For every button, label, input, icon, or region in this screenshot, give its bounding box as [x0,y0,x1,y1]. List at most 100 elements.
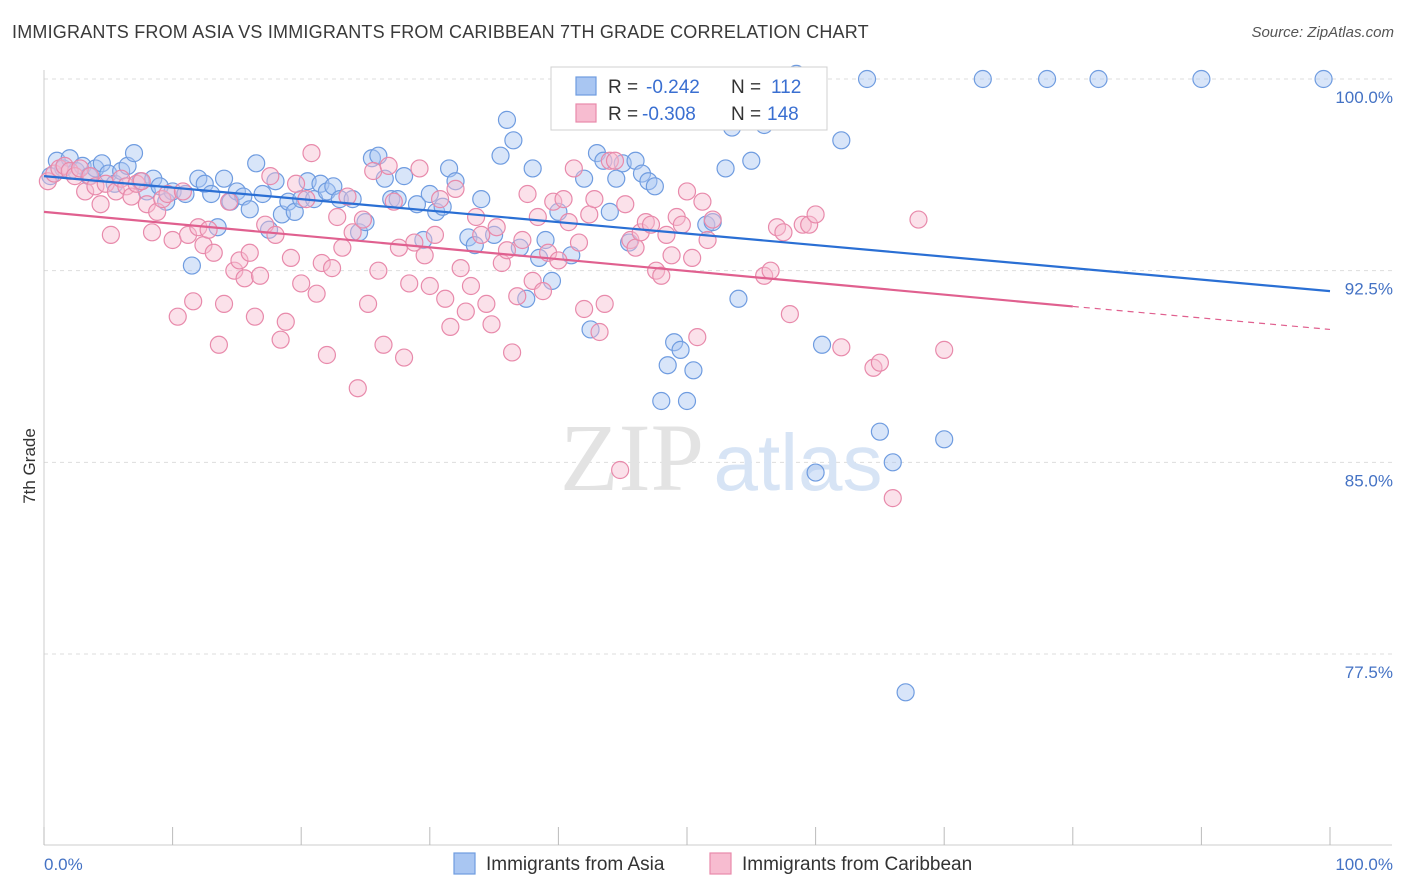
data-point-caribbean [101,225,120,244]
data-point-asia [806,463,825,482]
data-point-caribbean [580,205,599,224]
data-point-caribbean [626,238,645,257]
axes [43,70,1392,846]
data-point-caribbean [528,207,547,227]
data-point-caribbean [518,184,537,204]
data-point-caribbean [487,218,506,237]
data-point-caribbean [870,353,890,372]
data-point-asia [671,340,690,359]
data-point-caribbean [652,266,671,285]
data-point-asia [677,391,697,411]
data-point-caribbean [672,215,691,234]
data-point-asia [896,683,915,702]
data-point-caribbean [317,345,337,365]
legend-r-label-caribbean: R = [608,104,638,125]
data-point-caribbean [503,343,522,362]
x-tick-label: 0.0% [44,855,83,874]
data-point-caribbean [508,287,527,306]
data-point-caribbean [333,238,352,257]
data-point-asia [240,200,259,219]
series-asia-points [41,64,1333,702]
data-point-asia [497,110,517,129]
data-point-caribbean [369,261,388,280]
data-point-asia [542,271,562,290]
data-point-caribbean [657,225,676,244]
data-point-caribbean [266,225,285,244]
chart-title: IMMIGRANTS FROM ASIA VS IMMIGRANTS FROM … [12,22,869,42]
data-point-caribbean [703,210,722,229]
data-point-caribbean [364,161,383,181]
data-point-caribbean [800,215,819,234]
data-point-asia [182,256,201,275]
trend-lines [43,175,1331,331]
data-point-caribbean [225,261,244,280]
data-point-caribbean [230,251,249,270]
data-point-caribbean [430,190,450,209]
data-point-asia [394,167,414,186]
data-point-caribbean [600,151,619,170]
watermark-atlas: atlas [714,418,883,507]
data-point-caribbean [271,330,290,349]
data-point-caribbean [616,195,635,214]
data-point-asia [92,154,111,173]
data-point-caribbean [420,276,439,296]
y-tick-label: 77.5% [1345,663,1393,682]
data-point-caribbean [688,328,707,347]
data-point-asia [729,289,748,308]
watermark-zip: ZIP [560,404,704,511]
legend-box: R = -0.242 N = 112 R = -0.308 N = 148 [550,66,828,131]
data-point-caribbean [883,489,902,508]
data-point-caribbean [184,292,203,311]
data-point-caribbean [647,261,666,280]
data-point-caribbean [261,167,280,186]
y-tick-label: 85.0% [1345,471,1393,490]
data-point-caribbean [322,259,342,278]
data-point-asia [247,154,266,173]
data-point-asia [1192,69,1211,89]
data-point-caribbean [158,184,177,204]
y-tick-label: 92.5% [1345,280,1393,299]
bottom-legend-label-caribbean: Immigrants from Caribbean [742,854,972,875]
data-point-caribbean [348,379,367,398]
data-point-asia [742,151,761,170]
data-point-caribbean [199,220,218,239]
data-point-asia [1089,69,1108,89]
data-point-asia [883,453,902,472]
data-point-caribbean [415,246,434,265]
data-point-caribbean [575,299,594,319]
data-point-caribbean [677,182,697,201]
legend-r-label-asia: R = [608,77,638,98]
bottom-legend: Immigrants from Asia Immigrants from Car… [453,852,972,875]
data-point-caribbean [374,335,393,354]
data-point-asia [716,159,735,178]
data-point-caribbean [662,246,681,265]
data-point-asia [420,184,439,204]
data-point-asia [202,184,221,204]
data-point-caribbean [204,243,223,262]
data-point-caribbean [328,207,347,227]
data-point-asia [266,172,285,191]
data-point-caribbean [302,144,321,163]
data-point-asia [684,361,703,380]
data-point-caribbean [168,307,187,326]
data-point-caribbean [163,230,182,250]
data-point-caribbean [472,225,491,244]
data-point-caribbean [394,348,414,367]
data-point-caribbean [585,190,604,209]
y-tick-label: 100.0% [1335,88,1393,107]
data-point-caribbean [276,312,295,331]
data-point-caribbean [564,159,583,178]
data-point-asia [973,69,992,89]
data-point-asia [600,202,619,221]
data-point-caribbean [482,315,501,334]
data-point-asia [870,422,890,441]
data-point-caribbean [379,156,398,175]
data-point-caribbean [245,307,265,326]
data-point-asia [652,391,671,411]
data-point-asia [195,174,214,193]
data-point-caribbean [235,269,254,288]
data-point-asia [607,169,626,188]
tick-labels: 100.0% 92.5% 85.0% 77.5% 0.0% 100.0% [44,88,1393,874]
data-point-asia [465,236,484,255]
data-point-caribbean [307,284,326,303]
